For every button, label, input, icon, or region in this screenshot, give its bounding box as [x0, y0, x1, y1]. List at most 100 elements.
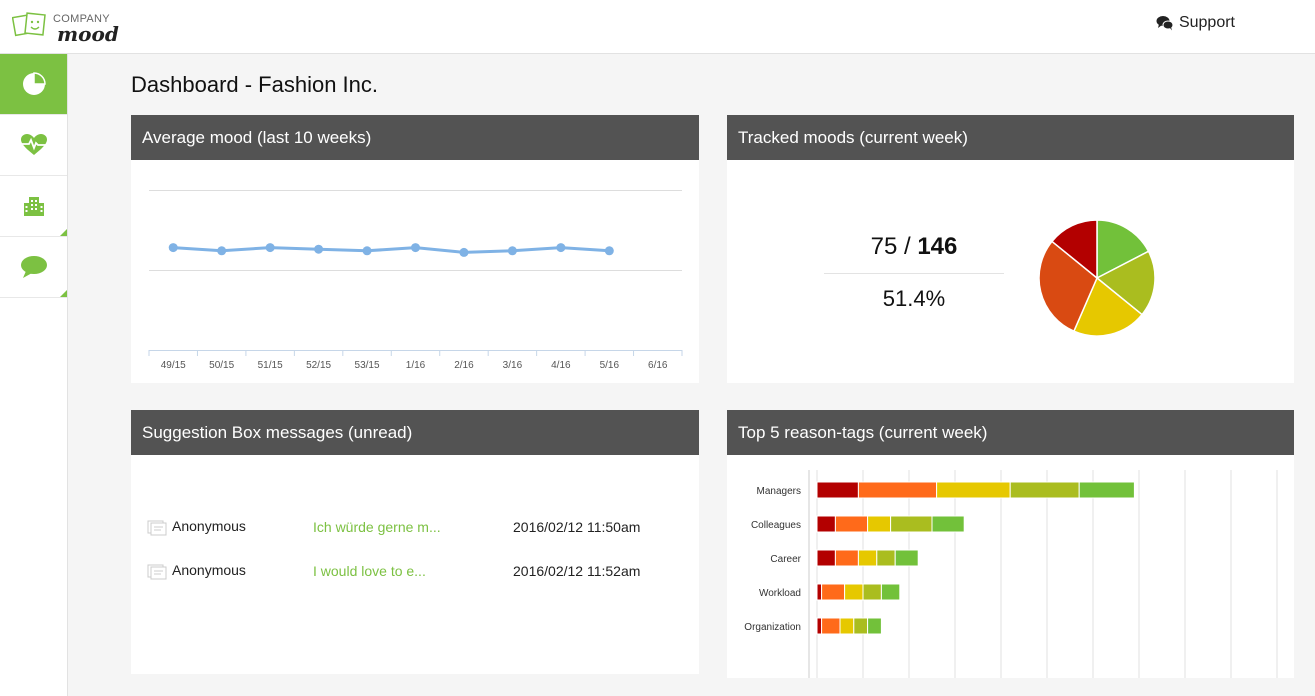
bar-segment — [821, 583, 846, 601]
panel-title: Tracked moods (current week) — [727, 115, 1294, 160]
x-tick-label: 49/15 — [161, 360, 186, 371]
submenu-indicator — [60, 290, 67, 297]
chat-bubbles-icon — [1156, 16, 1174, 31]
data-point — [217, 246, 227, 256]
x-tick-label: 5/16 — [600, 360, 620, 371]
average-mood-line-chart: 49/15 50/15 51/15 52/15 53/15 1/16 2/16 3/16 4/1… — [148, 190, 683, 371]
y-tick-label: Career — [770, 554, 801, 565]
bar-segment — [816, 515, 836, 533]
bar-segment — [839, 617, 855, 635]
tracked-percent: 51.4% — [882, 286, 946, 311]
average-mood-panel: Average mood (last 10 weeks) 49/15 50/15 5… — [131, 115, 699, 383]
bar-segment — [844, 583, 864, 601]
x-tick-label: 3/16 — [503, 360, 523, 371]
x-tick-label: 6/16 — [648, 360, 668, 371]
sidebar-item-company[interactable] — [0, 176, 67, 237]
bar-segment — [1078, 481, 1135, 499]
total-value: 146 — [917, 233, 958, 260]
data-point — [556, 243, 566, 253]
y-tick-label: Managers — [757, 486, 801, 497]
data-point — [314, 244, 324, 254]
bar-segment — [890, 515, 933, 533]
data-point — [507, 246, 517, 256]
bar-segment — [857, 481, 938, 499]
top-bar: COMPANY mood Support — [0, 0, 1315, 54]
page-title: Dashboard - Fashion Inc. — [131, 72, 379, 97]
x-tick-label: 51/15 — [258, 360, 283, 371]
x-tick-label: 4/16 — [551, 360, 571, 371]
message-date: 2016/02/12 11:50am — [513, 519, 641, 535]
reason-tags-panel: Top 5 reason-tags (current week) 0102030… — [727, 410, 1294, 690]
x-tick-label: 52/15 — [306, 360, 331, 371]
message-sender: Anonymous — [172, 562, 246, 578]
bar-segment — [816, 549, 836, 567]
pie-slice — [1050, 219, 1098, 280]
pie-slice — [1096, 219, 1150, 280]
bar-segment — [880, 583, 901, 601]
data-point — [362, 246, 372, 256]
sidebar-item-mood[interactable] — [0, 115, 67, 176]
pie-chart-icon — [22, 72, 46, 95]
data-point — [168, 243, 178, 253]
submenu-indicator — [60, 229, 67, 236]
x-tick-label: 53/15 — [355, 360, 380, 371]
bar-segment — [931, 515, 965, 533]
bar-segment — [816, 617, 823, 635]
pie-slice — [1038, 240, 1098, 333]
bar-segment — [816, 481, 859, 499]
company-mood-logo[interactable]: COMPANY mood — [12, 8, 122, 46]
bar-segment — [862, 583, 882, 601]
message-icon — [147, 564, 167, 580]
pie-slice — [1095, 250, 1156, 316]
tracked-value: 75 — [870, 233, 898, 260]
chat-bubble-icon — [20, 256, 47, 278]
bar-segment — [834, 549, 859, 567]
panel-title: Top 5 reason-tags (current week) — [727, 410, 1294, 455]
panel-title: Average mood (last 10 weeks) — [131, 115, 699, 160]
mood-series-line — [173, 246, 610, 254]
message-preview-link[interactable]: Ich würde gerne m... — [313, 519, 441, 535]
x-tick-label: 1/16 — [406, 360, 426, 371]
reason-tags-bar-chart: 0102030405060708090100ManagersColleagues… — [744, 470, 1278, 690]
message-date: 2016/02/12 11:52am — [513, 563, 641, 579]
bar-segment — [816, 583, 823, 601]
y-tick-label: Organization — [744, 622, 801, 633]
bar-segment — [821, 617, 841, 635]
bar-segment — [1009, 481, 1080, 499]
logo-mood-text: mood — [57, 22, 119, 46]
y-tick-label: Workload — [759, 588, 801, 599]
logo-faces-icon — [12, 12, 46, 37]
message-sender: Anonymous — [172, 518, 246, 534]
heart-pulse-icon — [20, 134, 47, 155]
logo-company-text: COMPANY — [53, 13, 110, 25]
message-preview-link[interactable]: I would love to e... — [313, 563, 426, 579]
bar-segment — [857, 549, 878, 567]
bar-segment — [876, 549, 896, 567]
message-row[interactable]: Anonymous Ich würde gerne m... 2016/02/1… — [131, 516, 699, 538]
x-tick-label: 50/15 — [209, 360, 234, 371]
message-icon — [147, 520, 167, 536]
data-point — [265, 243, 275, 253]
data-point — [604, 246, 614, 256]
tracked-count: 75 / 146 — [870, 233, 958, 260]
bar-segment — [936, 481, 1011, 499]
bar-segment — [867, 617, 882, 635]
bar-segment — [853, 617, 869, 635]
x-tick-label: 2/16 — [454, 360, 474, 371]
tracked-moods-panel: Tracked moods (current week) 75 / 146 51… — [727, 115, 1294, 383]
sidebar-item-dashboard[interactable] — [0, 54, 67, 115]
bar-segment — [894, 549, 919, 567]
y-tick-label: Colleagues — [751, 520, 801, 531]
message-row[interactable]: Anonymous I would love to e... 2016/02/1… — [131, 560, 699, 582]
divider — [824, 273, 1004, 274]
data-point — [459, 247, 469, 257]
building-icon — [23, 197, 44, 216]
bar-segment — [867, 515, 892, 533]
data-point — [411, 243, 420, 253]
sidebar-item-messages[interactable] — [0, 237, 67, 298]
panel-title: Suggestion Box messages (unread) — [131, 410, 699, 455]
suggestion-box-panel: Suggestion Box messages (unread) Anonymo… — [131, 410, 699, 674]
sidebar — [0, 54, 68, 696]
support-label: Support — [1178, 14, 1235, 31]
support-link[interactable]: Support — [1156, 14, 1235, 32]
